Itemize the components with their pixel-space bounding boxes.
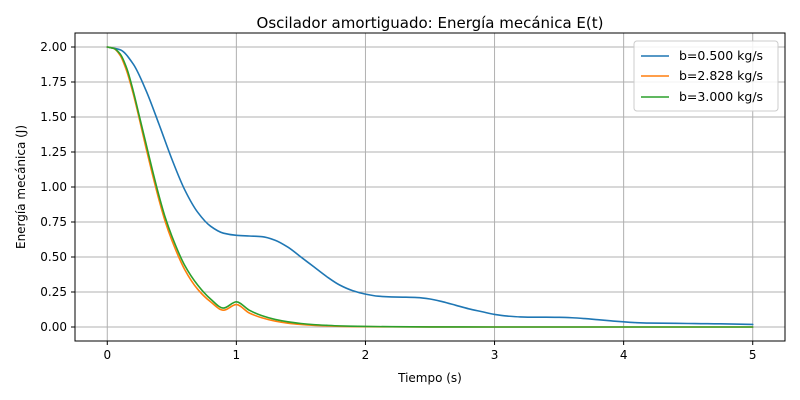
- y-tick-label: 0.50: [40, 250, 67, 264]
- y-axis-label: Energía mecánica (J): [14, 125, 28, 249]
- x-tick-label: 0: [103, 348, 111, 362]
- legend-label-b-0500: b=0.500 kg/s: [679, 48, 763, 63]
- y-tick-label: 1.00: [40, 180, 67, 194]
- y-tick-label: 1.50: [40, 110, 67, 124]
- y-tick-label: 0.75: [40, 215, 67, 229]
- x-tick-label: 2: [362, 348, 370, 362]
- y-tick-label: 2.00: [40, 40, 67, 54]
- series-lines: [106, 46, 754, 328]
- legend-box: [633, 40, 779, 112]
- series-line-2: [106, 46, 754, 328]
- legend-label-b-3000: b=3.000 kg/s: [679, 89, 763, 104]
- legend: b=0.500 kg/s b=2.828 kg/s b=3.000 kg/s: [633, 40, 779, 112]
- y-tick-label: 1.25: [40, 145, 67, 159]
- series-line-0: [106, 46, 754, 326]
- y-tick-label: 0.00: [40, 320, 67, 334]
- axis-ticks: 0 1 2 3 4 5 0.00 0.25 0.50 0.75 1.00 1.25 1.50 1.75 2.…: [40, 40, 756, 362]
- chart-title: Oscilador amortiguado: Energía mecánica …: [257, 14, 604, 32]
- y-tick-label: 1.75: [40, 75, 67, 89]
- x-axis-label: Tiempo (s): [397, 371, 462, 385]
- x-tick-label: 4: [620, 348, 628, 362]
- x-tick-label: 1: [233, 348, 241, 362]
- x-tick-label: 5: [749, 348, 757, 362]
- x-tick-label: 3: [491, 348, 499, 362]
- legend-label-b-2828: b=2.828 kg/s: [679, 68, 763, 83]
- grid-lines: [75, 33, 785, 341]
- y-tick-label: 0.25: [40, 285, 67, 299]
